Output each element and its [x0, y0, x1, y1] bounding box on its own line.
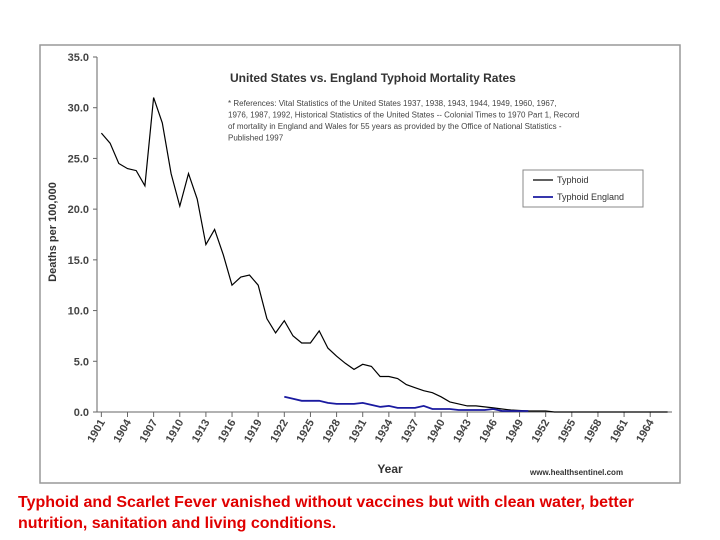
y-tick-label: 10.0: [68, 306, 89, 318]
y-tick-label: 5.0: [74, 356, 89, 368]
chart-title: United States vs. England Typhoid Mortal…: [230, 71, 516, 85]
x-axis-label: Year: [377, 462, 403, 476]
y-tick-label: 20.0: [68, 204, 89, 216]
chart-frame: [39, 44, 681, 484]
caption-line: Typhoid and Scarlet Fever vanished witho…: [18, 494, 634, 511]
y-tick-label: 35.0: [68, 52, 89, 64]
series-line: [100, 97, 668, 413]
y-tick-label: 25.0: [68, 153, 89, 165]
legend-label: Typhoid England: [557, 192, 624, 202]
y-axis-label: Deaths per 100,000: [47, 182, 59, 282]
y-tick-label: 15.0: [68, 255, 89, 267]
legend-box: [522, 169, 644, 208]
caption-line: nutrition, sanitation and living conditi…: [18, 515, 337, 532]
source: www.healthsentinel.com: [529, 468, 623, 477]
series-line: [284, 395, 529, 412]
reference-note: of mortality in England and Wales for 55…: [228, 122, 562, 131]
reference-note: 1976, 1987, 1992, Historical Statistics …: [228, 111, 579, 120]
y-tick-label: 0.0: [74, 407, 89, 419]
y-tick-label: 30.0: [68, 103, 89, 115]
caption: Typhoid and Scarlet Fever vanished witho…: [18, 492, 634, 534]
chart: United States vs. England Typhoid Mortal…: [39, 44, 681, 484]
reference-note: * References: Vital Statistics of the Un…: [228, 99, 557, 108]
reference-note: Published 1997: [228, 134, 284, 143]
legend-label: Typhoid: [557, 175, 589, 185]
